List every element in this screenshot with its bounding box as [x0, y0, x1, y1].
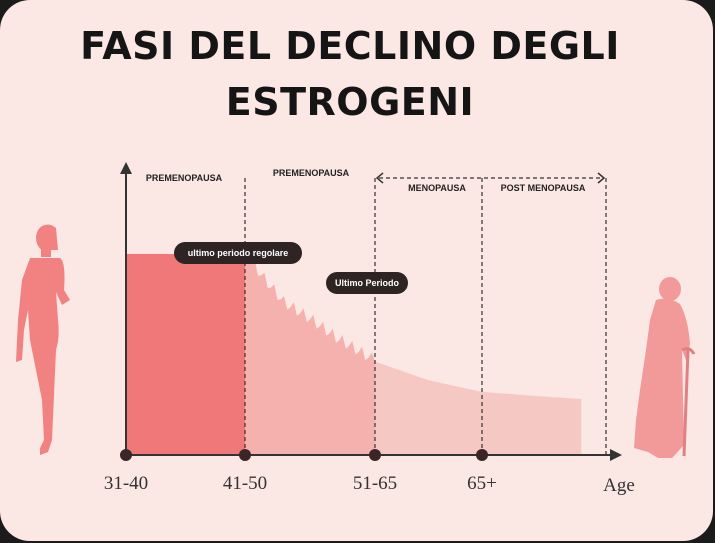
- x-axis-label: Age: [603, 475, 635, 496]
- elderly-woman-silhouette-icon: [634, 277, 696, 458]
- bracket-arrow-left-icon: [375, 172, 384, 184]
- phase-label: PREMENOPAUSA: [273, 168, 350, 178]
- area-segment-menopausa-post: [375, 361, 582, 455]
- x-tick-label: 41-50: [223, 473, 267, 494]
- annotation-label: Ultimo Periodo: [335, 278, 400, 288]
- area-segment-premenopausa-2: [245, 254, 375, 455]
- annotation-label: ultimo periodo regolare: [188, 248, 289, 258]
- x-axis-dot-65+: [476, 449, 488, 461]
- x-axis-dot-41-50: [239, 449, 251, 461]
- x-tick-label: 31-40: [104, 473, 148, 494]
- area-segment-premenopausa-1: [126, 254, 245, 455]
- annotation-pill-background: [326, 272, 408, 294]
- y-axis-arrow-icon: [120, 162, 132, 174]
- title-line-1: FASI DEL DECLINO DEGLI: [80, 24, 620, 68]
- x-tick-label: 51-65: [353, 473, 397, 494]
- x-axis-dot-51-65: [369, 449, 381, 461]
- bracket-arrow-right-icon: [597, 172, 606, 184]
- young-woman-silhouette-icon: [16, 224, 70, 455]
- annotation-pill: ultimo periodo regolare: [174, 242, 302, 264]
- annotation-pill: Ultimo Periodo: [326, 272, 408, 294]
- x-tick-label: 65+: [467, 473, 497, 494]
- title-line-2: ESTROGENI: [225, 80, 475, 124]
- phase-label: MENOPAUSA: [408, 183, 466, 193]
- x-axis-dot-31-40: [120, 449, 132, 461]
- phase-label: POST MENOPAUSA: [501, 183, 586, 193]
- x-axis-arrow-icon: [610, 449, 622, 461]
- annotation-pill-background: [174, 242, 302, 264]
- phase-label: PREMENOPAUSA: [146, 173, 223, 183]
